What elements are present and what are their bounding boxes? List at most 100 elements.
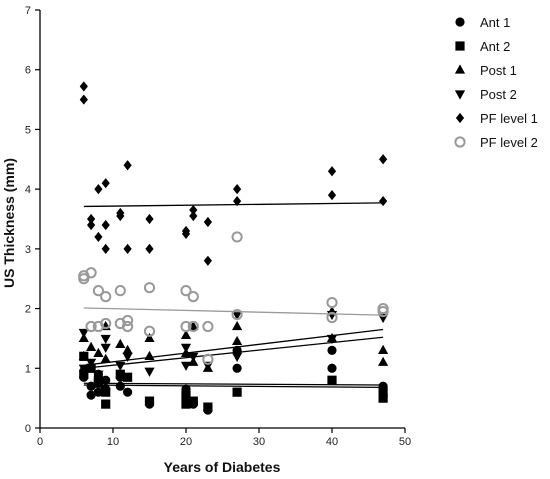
data-point <box>181 390 191 400</box>
data-point <box>145 243 154 254</box>
data-point <box>327 345 337 355</box>
y-axis-title: US Thickness (mm) <box>1 158 17 288</box>
x-tick-label: 10 <box>107 436 119 448</box>
data-point <box>78 350 89 360</box>
data-point <box>114 285 126 297</box>
data-point <box>122 320 134 333</box>
data-point <box>180 343 192 353</box>
legend-item: Ant 1 <box>455 15 510 30</box>
data-point <box>327 375 337 385</box>
y-tick-label: 5 <box>25 124 31 136</box>
x-tick-label: 0 <box>37 436 43 448</box>
data-point <box>85 267 97 279</box>
legend-marker <box>455 112 465 124</box>
data-point <box>189 210 198 222</box>
data-point <box>180 285 192 297</box>
data-point <box>377 305 389 318</box>
data-point <box>122 352 133 362</box>
data-point <box>232 352 243 362</box>
legend-marker <box>455 41 465 51</box>
data-point <box>327 363 337 373</box>
data-point <box>87 219 96 231</box>
legend-label: Post 1 <box>480 63 517 78</box>
data-point <box>326 311 338 324</box>
data-point <box>93 347 104 357</box>
data-point <box>115 361 126 371</box>
data-point <box>115 338 126 348</box>
data-point <box>122 314 134 327</box>
data-point <box>379 195 388 207</box>
data-point <box>378 344 389 354</box>
data-point <box>144 367 155 377</box>
data-point <box>187 291 199 303</box>
data-point <box>93 370 104 380</box>
data-point <box>101 178 110 189</box>
legend-item: Post 2 <box>454 87 517 102</box>
data-point <box>86 363 96 373</box>
data-point <box>93 387 103 397</box>
data-point <box>86 358 97 368</box>
data-point <box>144 350 155 360</box>
trend-line <box>83 328 384 366</box>
legend-marker <box>455 17 465 27</box>
data-point <box>94 184 103 195</box>
data-point <box>181 399 191 409</box>
y-tick-label: 1 <box>25 363 31 375</box>
legend-marker <box>454 64 466 74</box>
data-point <box>85 320 97 333</box>
data-point <box>180 329 192 340</box>
data-point <box>326 297 338 309</box>
legend-item: Post 1 <box>454 63 517 78</box>
axes <box>39 10 405 429</box>
data-point <box>379 154 388 165</box>
data-point <box>123 372 133 382</box>
data-point <box>92 285 105 297</box>
data-point <box>86 341 97 351</box>
y-tick-label: 0 <box>25 423 31 435</box>
data-point <box>101 375 111 385</box>
data-point <box>327 190 337 201</box>
data-point <box>181 228 191 240</box>
data-point <box>101 399 111 409</box>
data-point <box>232 310 243 321</box>
data-point <box>115 369 125 379</box>
data-point <box>378 387 388 397</box>
y-tick-label: 3 <box>25 244 31 256</box>
data-point <box>86 390 96 400</box>
data-point <box>122 344 133 354</box>
legend-item: Ant 2 <box>455 39 510 54</box>
data-point <box>78 364 89 374</box>
y-tick-label: 6 <box>25 65 31 77</box>
data-point <box>180 320 192 333</box>
plot-area <box>78 81 389 415</box>
data-point <box>188 396 198 406</box>
data-point <box>143 282 156 294</box>
data-point <box>79 94 88 105</box>
data-point <box>123 387 133 397</box>
trend-line <box>83 384 384 389</box>
data-point <box>79 369 89 379</box>
data-point <box>100 317 112 330</box>
data-point <box>232 320 243 331</box>
data-point <box>233 184 242 195</box>
legend: Ant 1 Ant 2 Post 1 Post 2 PF level 1 PF level… <box>454 15 538 150</box>
x-ticks: 0 10 20 30 40 50 <box>37 428 411 448</box>
data-point <box>144 332 155 343</box>
data-point <box>144 396 155 406</box>
legend-label: PF level 2 <box>480 135 538 150</box>
data-point <box>143 325 156 337</box>
data-point <box>232 335 243 346</box>
legend-label: PF level 1 <box>480 111 538 126</box>
x-tick-label: 20 <box>180 436 192 448</box>
data-point <box>101 243 110 254</box>
data-point <box>203 255 212 266</box>
y-tick-label: 4 <box>25 184 31 196</box>
data-point <box>231 308 243 321</box>
x-tick-label: 50 <box>399 436 411 448</box>
legend-label: Ant 2 <box>480 39 510 54</box>
data-point <box>327 166 337 177</box>
data-point <box>100 353 111 363</box>
data-point <box>100 334 111 345</box>
data-point <box>100 343 111 353</box>
